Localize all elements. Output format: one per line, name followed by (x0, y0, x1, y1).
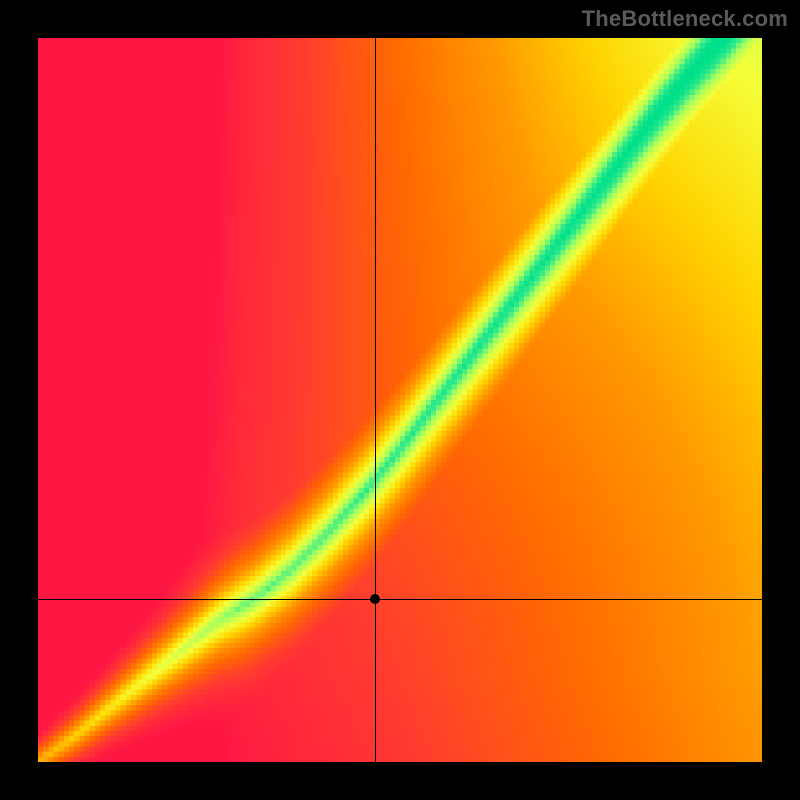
crosshair-horizontal (38, 599, 762, 600)
crosshair-marker (370, 594, 380, 604)
heatmap-plot (38, 38, 762, 762)
heatmap-canvas (38, 38, 762, 762)
watermark-text: TheBottleneck.com (582, 6, 788, 32)
crosshair-vertical (375, 38, 376, 762)
